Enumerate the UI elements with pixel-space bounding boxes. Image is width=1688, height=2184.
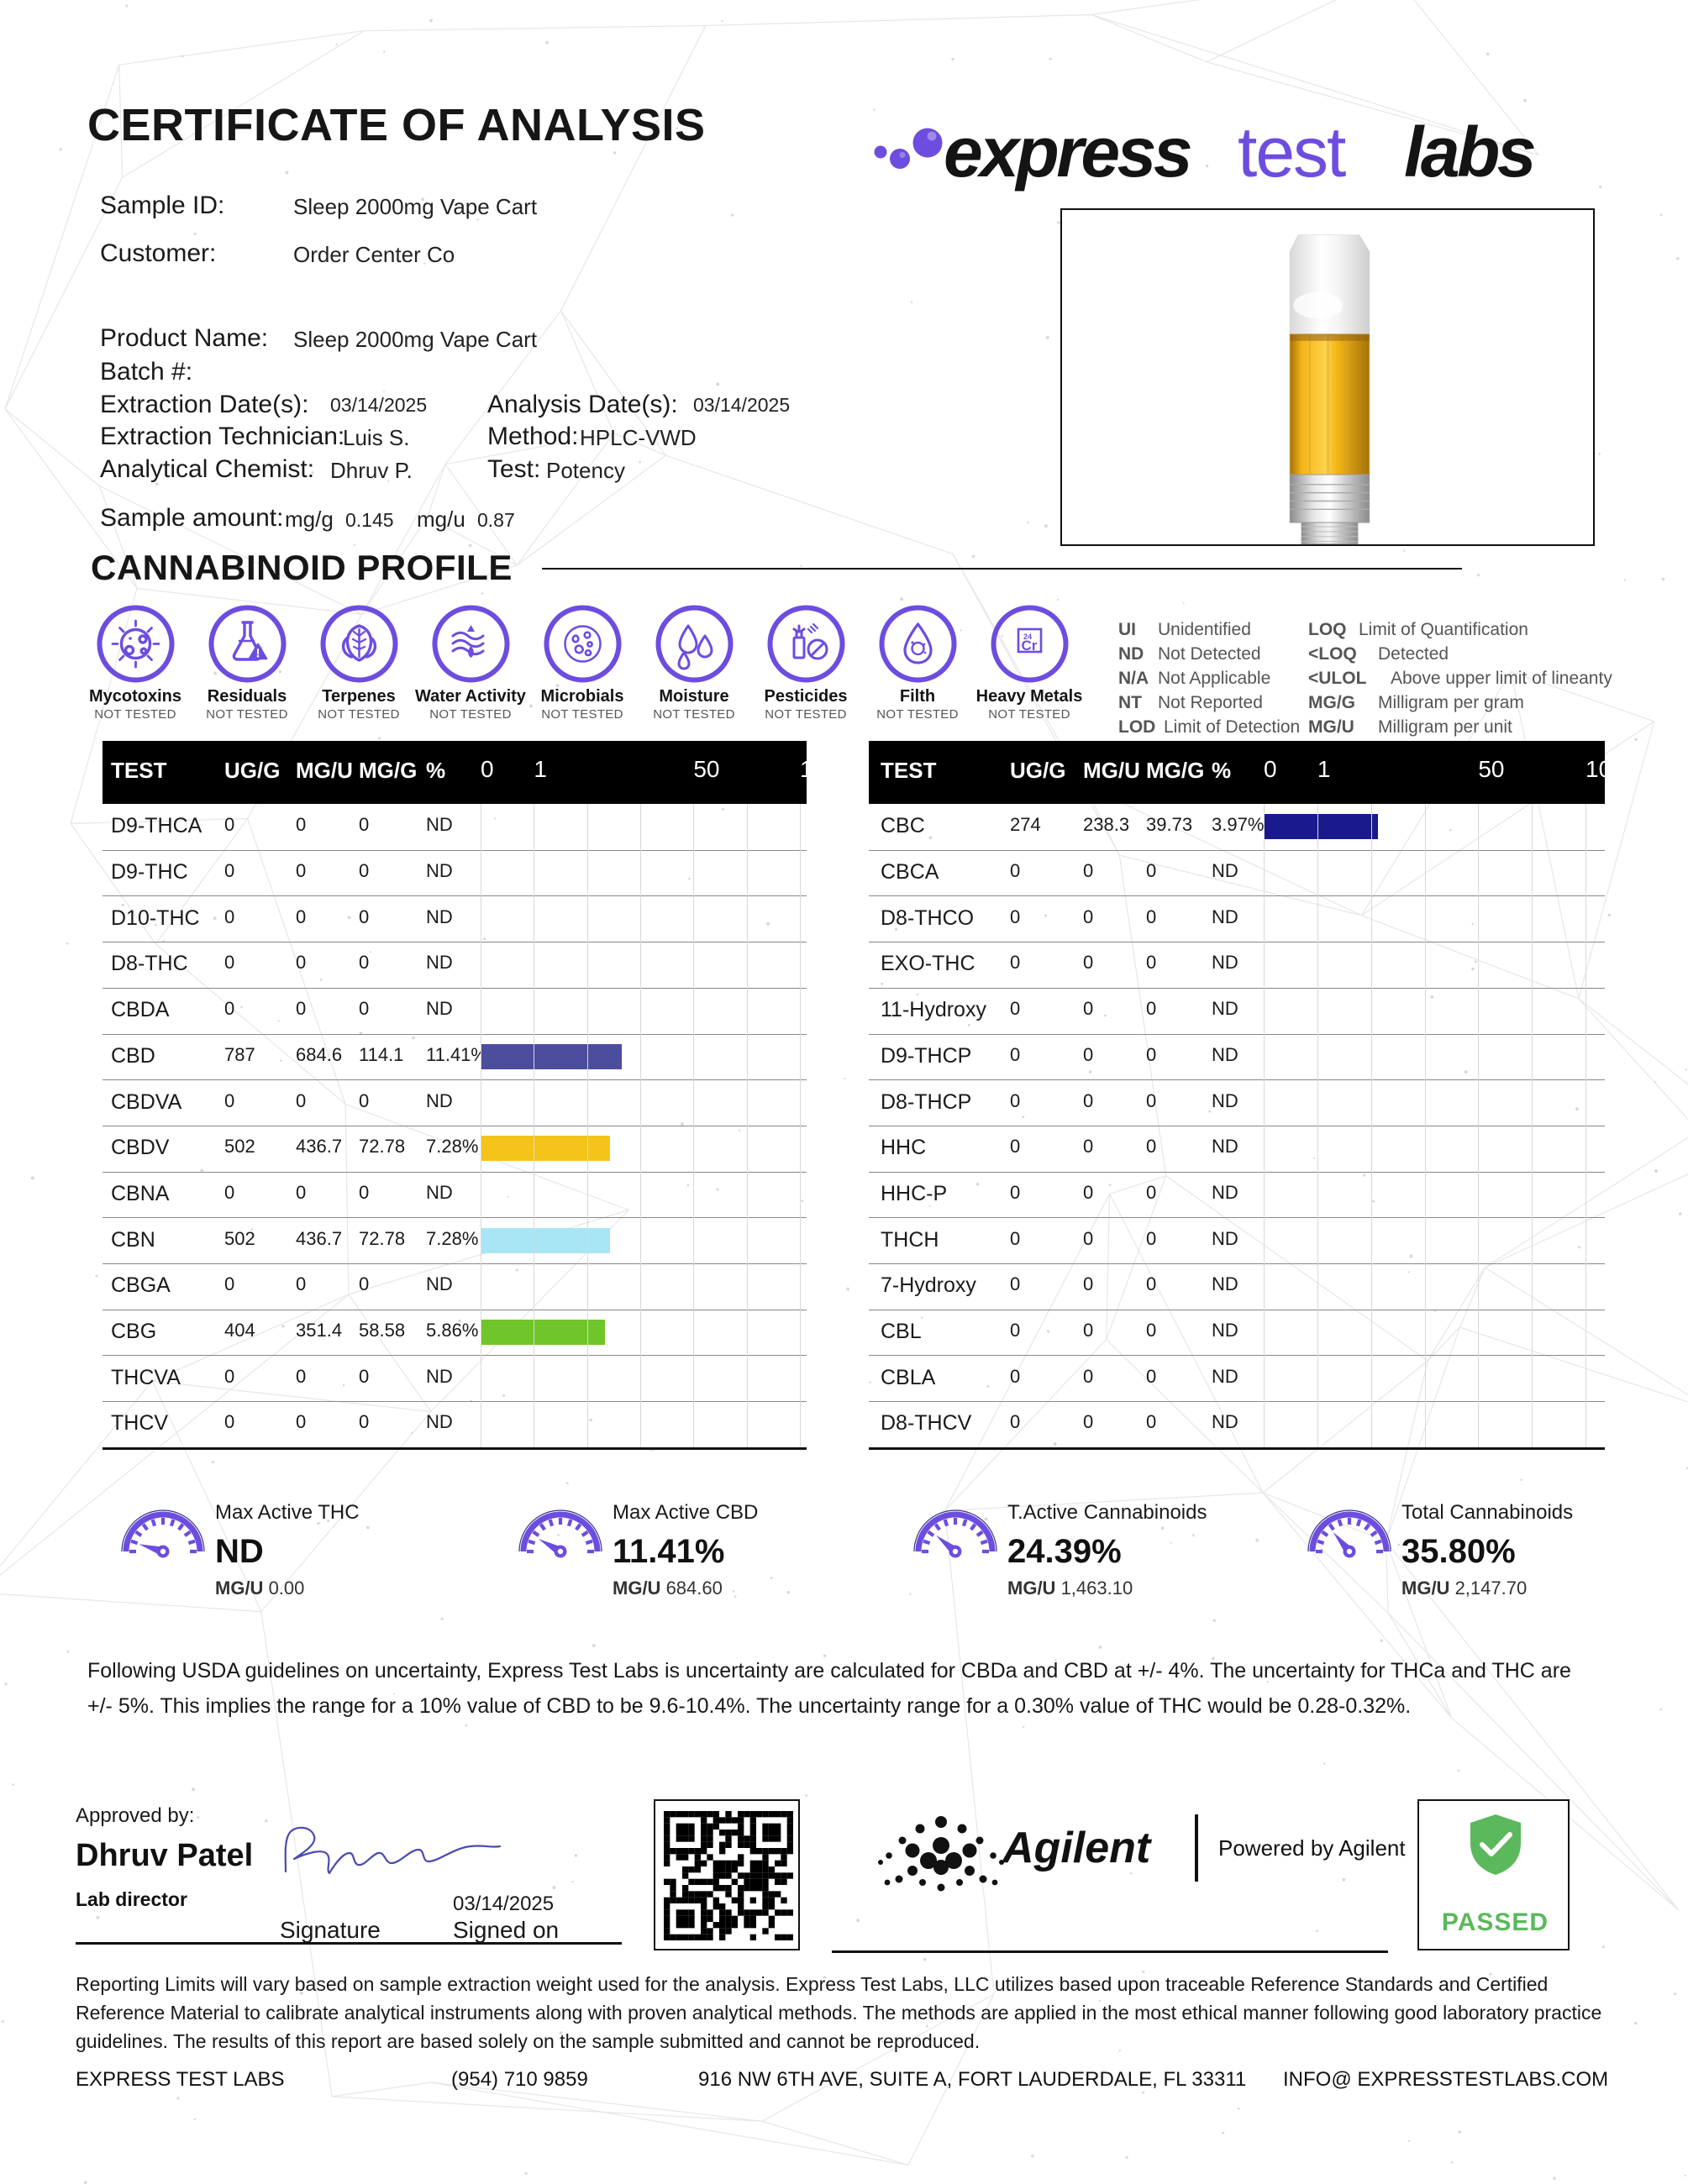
svg-text:Cr: Cr bbox=[1021, 638, 1037, 654]
